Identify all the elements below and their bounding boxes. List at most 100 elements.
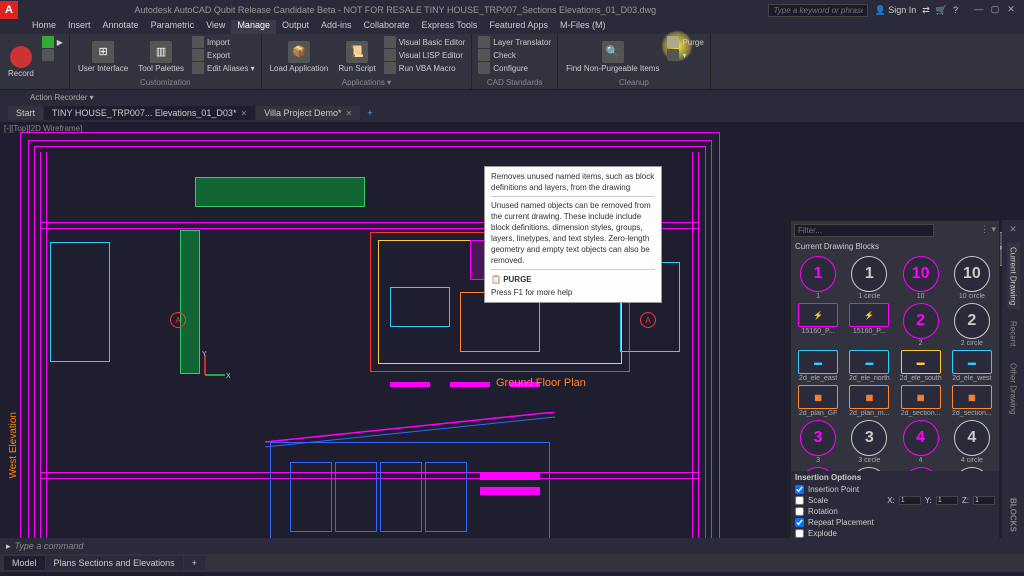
scale-x-input[interactable] xyxy=(899,496,921,505)
rec-list[interactable] xyxy=(40,49,65,61)
group-cleanup: Cleanup xyxy=(562,77,706,87)
menu-mfiles[interactable]: M-Files (M) xyxy=(554,20,612,34)
menu-express[interactable]: Express Tools xyxy=(416,20,484,34)
block-item[interactable]: ▦2d_section... xyxy=(948,385,996,417)
status-bar: Model Plans Sections and Elevations + xyxy=(0,554,1024,572)
configure-button[interactable]: Configure xyxy=(476,62,553,74)
side-tab-other[interactable]: Other Drawing xyxy=(1007,359,1020,419)
exchange-icon[interactable]: ⇄ xyxy=(922,5,930,16)
drawing-viewport[interactable]: [-][Top][2D Wireframe] xyxy=(0,122,1024,572)
ribbon: Record ▶ ⊞User Interface ▥Tool Palettes … xyxy=(0,34,1024,90)
vba-button[interactable]: Run VBA Macro xyxy=(382,62,468,74)
tab-tinyhouse[interactable]: TINY HOUSE_TRP007... Elevations_01_D03*✕ xyxy=(44,106,255,120)
block-item[interactable]: ▬2d_ele_south xyxy=(897,350,945,382)
viewport-label[interactable]: [-][Top][2D Wireframe] xyxy=(4,124,82,133)
block-item[interactable]: 1010 xyxy=(897,256,945,300)
chk-rotation[interactable] xyxy=(795,507,804,516)
export-button[interactable]: Export xyxy=(190,49,257,61)
action-recorder-bar[interactable]: Action Recorder ▾ xyxy=(0,90,1024,104)
side-tab-current[interactable]: Current Drawing xyxy=(1007,243,1020,309)
command-line[interactable]: ▸ Type a command xyxy=(0,538,1024,554)
block-item[interactable]: ▬2d_ele_west xyxy=(948,350,996,382)
group-applications: Applications ▾ xyxy=(266,77,468,87)
menu-view[interactable]: View xyxy=(200,20,231,34)
check-button[interactable]: Check xyxy=(476,49,553,61)
vbe-button[interactable]: Visual Basic Editor xyxy=(382,36,468,48)
purge-dropdown[interactable]: ▾ xyxy=(665,49,705,61)
block-item[interactable]: ⚡15160_P... xyxy=(845,303,893,347)
tab-villa[interactable]: Villa Project Demo*✕ xyxy=(256,106,360,120)
group-customization: Customization xyxy=(74,77,257,87)
block-item[interactable]: 44 xyxy=(897,420,945,464)
close-icon[interactable]: ✕ xyxy=(346,109,353,118)
minimize-button[interactable]: — xyxy=(972,4,986,16)
tab-model[interactable]: Model xyxy=(4,556,45,570)
maximize-button[interactable]: ▢ xyxy=(988,4,1002,16)
loadapp-button[interactable]: 📦Load Application xyxy=(266,36,333,77)
tab-layout1[interactable]: Plans Sections and Elevations xyxy=(46,556,183,570)
find-purgeable-button[interactable]: 🔍Find Non-Purgeable Items xyxy=(562,36,663,77)
menu-manage[interactable]: Manage xyxy=(231,20,276,34)
layertrans-button[interactable]: Layer Translator xyxy=(476,36,553,48)
block-item[interactable]: ▦2d_plan_m... xyxy=(845,385,893,417)
scale-z-input[interactable] xyxy=(973,496,995,505)
chk-repeat[interactable] xyxy=(795,518,804,527)
block-item[interactable]: ⚡15160_P... xyxy=(794,303,842,347)
menu-home[interactable]: Home xyxy=(26,20,62,34)
vle-button[interactable]: Visual LISP Editor xyxy=(382,49,468,61)
block-item[interactable]: ▬2d_ele_east xyxy=(794,350,842,382)
insertion-options: Insertion Options Insertion Point ScaleX… xyxy=(791,471,999,541)
block-item[interactable]: ▬2d_ele_north xyxy=(845,350,893,382)
block-item[interactable]: 11 xyxy=(794,256,842,300)
help-icon[interactable]: ? xyxy=(953,5,958,15)
tab-start[interactable]: Start xyxy=(8,106,43,120)
block-item[interactable]: 1010 circle xyxy=(948,256,996,300)
block-item[interactable]: 33 circle xyxy=(845,420,893,464)
new-tab-button[interactable]: + xyxy=(361,108,378,118)
menu-insert[interactable]: Insert xyxy=(62,20,97,34)
cui-button[interactable]: ⊞User Interface xyxy=(74,36,132,77)
side-tab-blocks[interactable]: BLOCKS xyxy=(1007,494,1020,536)
blocks-filter-input[interactable] xyxy=(794,224,934,237)
block-item[interactable]: 44 circle xyxy=(948,420,996,464)
panel-close-icon[interactable]: ✕ xyxy=(1009,224,1017,235)
purge-tooltip: Removes unused named items, such as bloc… xyxy=(484,166,662,303)
filter-options-icon[interactable]: ⋮ ▾ xyxy=(980,224,996,235)
block-item[interactable]: 22 circle xyxy=(948,303,996,347)
cart-icon[interactable]: 🛒 xyxy=(936,5,947,16)
runscript-button[interactable]: 📜Run Script xyxy=(334,36,379,77)
menu-bar: Home Insert Annotate Parametric View Man… xyxy=(0,20,1024,34)
chk-explode[interactable] xyxy=(795,529,804,538)
label-west-elevation: West Elevation xyxy=(8,412,19,479)
label-gfp: Ground Floor Plan xyxy=(496,377,586,389)
chk-scale[interactable] xyxy=(795,496,804,505)
new-layout-button[interactable]: + xyxy=(184,556,205,570)
aliases-button[interactable]: Edit Aliases ▾ xyxy=(190,62,257,74)
block-item[interactable]: 11 circle xyxy=(845,256,893,300)
scale-y-input[interactable] xyxy=(936,496,958,505)
menu-annotate[interactable]: Annotate xyxy=(97,20,145,34)
signin-link[interactable]: 👤 Sign In xyxy=(874,5,916,16)
side-tab-recent[interactable]: Recent xyxy=(1007,317,1020,350)
menu-featured[interactable]: Featured Apps xyxy=(483,20,554,34)
play-button[interactable]: ▶ xyxy=(40,36,65,48)
block-item[interactable]: ▦2d_section... xyxy=(897,385,945,417)
import-button[interactable]: Import xyxy=(190,36,257,48)
block-item[interactable]: ▦2d_plan_GF xyxy=(794,385,842,417)
menu-output[interactable]: Output xyxy=(276,20,315,34)
blocks-title: Current Drawing Blocks xyxy=(791,240,999,253)
close-button[interactable]: ✕ xyxy=(1004,4,1018,16)
menu-addins[interactable]: Add-ins xyxy=(315,20,358,34)
block-item[interactable]: 33 xyxy=(794,420,842,464)
menu-parametric[interactable]: Parametric xyxy=(145,20,201,34)
close-icon[interactable]: ✕ xyxy=(240,109,247,118)
record-button[interactable]: Record xyxy=(4,36,38,87)
help-search-input[interactable] xyxy=(768,4,868,17)
menu-collaborate[interactable]: Collaborate xyxy=(358,20,416,34)
block-item[interactable]: 22 xyxy=(897,303,945,347)
palette-side-tabs: ✕ Current Drawing Recent Other Drawing B… xyxy=(1002,220,1024,540)
app-icon: A xyxy=(0,1,18,19)
purge-button[interactable]: Purge xyxy=(665,36,705,48)
chk-insertion-point[interactable] xyxy=(795,485,804,494)
toolpalettes-button[interactable]: ▥Tool Palettes xyxy=(134,36,188,77)
